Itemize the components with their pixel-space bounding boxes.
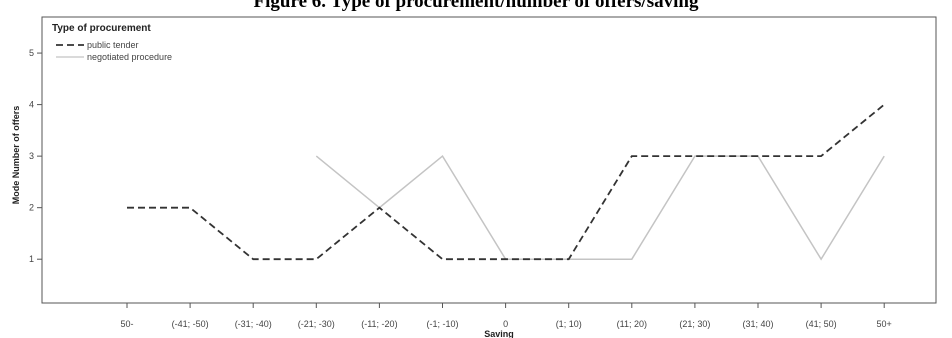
x-tick-label-11: (41; 50) [806,319,837,329]
x-tick-label-12: 50+ [877,319,892,329]
y-tick-label-4: 5 [29,48,34,58]
x-tick-label-1: (-41; -50) [172,319,209,329]
y-tick-label-0: 1 [29,254,34,264]
legend-label-public-tender: public tender [87,40,139,50]
x-tick-label-2: (-31; -40) [235,319,272,329]
series-line-negotiated-procedure [315,154,885,261]
x-tick-label-3: (-21; -30) [298,319,335,329]
x-tick-label-4: (-11; -20) [361,319,397,329]
y-axis-title: Mode Number of offers [11,106,21,205]
x-tick-label-10: (31; 40) [742,319,773,329]
tick-labels: 50- (-41; -50) (-31; -40) (-21; -30) (-11; -… [29,48,892,329]
y-tick-label-1: 2 [29,203,34,213]
x-tick-label-8: (11; 20) [617,319,647,329]
figure-title: Figure 6. Type of procurement/number of … [253,0,699,12]
tick-marks [37,52,885,308]
plot-frame [41,16,937,304]
legend-label-negotiated-procedure: negotiated procedure [87,52,172,62]
x-tick-label-9: (21; 30) [679,319,710,329]
x-tick-label-0: 50- [120,319,133,329]
series-lines [127,103,885,261]
x-axis-title: Saving [484,329,514,338]
x-tick-label-7: (1; 10) [556,319,582,329]
legend-title: Type of procurement [52,23,151,34]
y-tick-label-2: 3 [29,151,34,161]
x-tick-label-6: 0 [503,319,508,329]
series-line-public-tender [127,103,885,261]
y-tick-label-3: 4 [29,100,34,110]
x-tick-label-5: (-1; -10) [426,319,458,329]
legend: Type of procurement public tender negoti… [52,23,172,62]
